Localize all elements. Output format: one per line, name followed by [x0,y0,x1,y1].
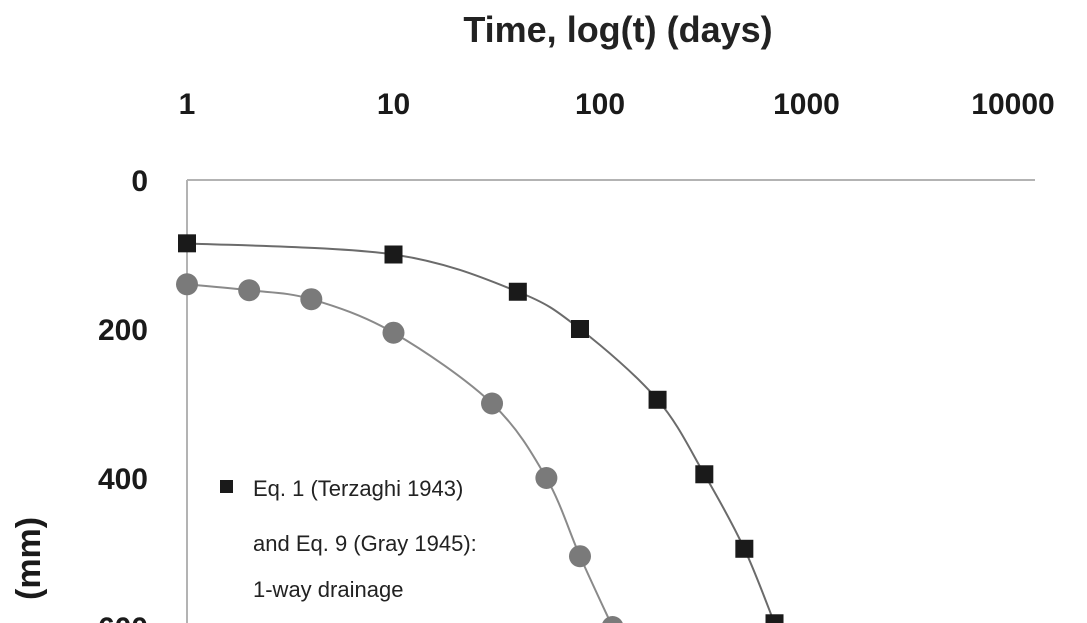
data-point-square [570,320,589,338]
y-tick-label: 0 [131,165,148,198]
series-line [186,283,612,623]
series-lines [186,242,776,623]
x-axis: 1 10 100 1000 10000 [179,88,1055,121]
x-tick-label: 10 [377,88,410,121]
legend-marker-square [220,480,233,493]
data-point-square [648,390,667,409]
legend-line-1: Eq. 1 (Terzaghi 1943) [253,476,463,501]
data-point-square [508,282,527,301]
legend: Eq. 1 (Terzaghi 1943) and Eq. 9 (Gray 19… [220,476,477,602]
x-tick-label: 1000 [773,88,840,121]
data-point-circle [481,392,504,415]
x-tick-label: 10000 [971,88,1054,121]
legend-line-3: 1-way drainage [253,577,403,602]
legend-line-2: and Eq. 9 (Gray 1945): [253,531,477,556]
series-points [176,234,784,623]
data-point-square [384,245,403,264]
x-tick-label: 1 [179,88,196,121]
y-tick-label: 400 [98,463,148,496]
data-point-circle [238,279,261,302]
data-point-square [765,614,784,623]
data-point-circle [602,616,623,623]
data-point-circle [535,467,558,489]
data-point-circle [568,545,591,568]
y-tick-label: 600 [98,612,148,623]
y-axis: 0 200 400 600 [98,165,148,623]
data-point-circle [300,288,323,311]
series-line [186,242,776,623]
chart-title: Time, log(t) (days) [463,9,772,50]
y-axis-label: (mm) [10,517,48,600]
data-point-circle [382,321,405,344]
data-point-circle [176,273,198,296]
y-tick-label: 200 [98,314,148,347]
data-point-square [695,465,714,484]
data-point-square [178,234,196,253]
x-tick-label: 100 [575,88,625,121]
data-point-square [735,539,754,558]
